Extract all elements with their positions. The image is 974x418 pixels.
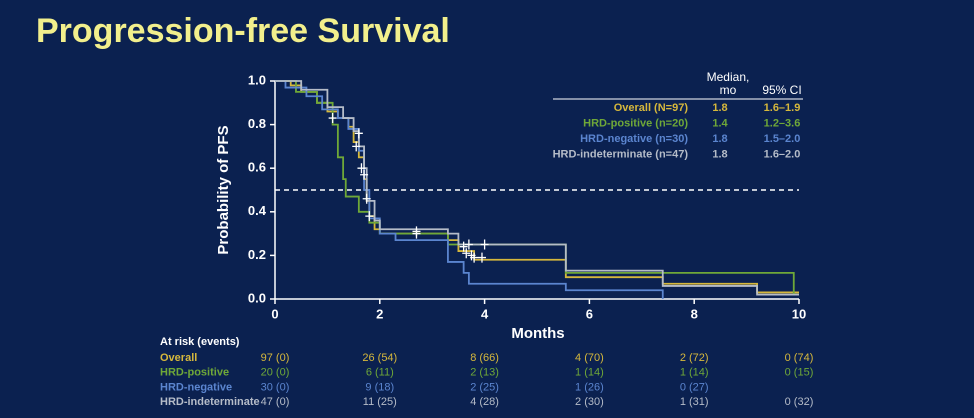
- survival-curve: [275, 80, 799, 296]
- risk-value: 4 (28): [470, 396, 499, 408]
- legend-ci: 1.5–2.0: [764, 133, 801, 145]
- censor-mark: [357, 163, 366, 174]
- risk-value: 2 (13): [470, 367, 499, 379]
- censor-mark: [470, 252, 479, 263]
- risk-value: 0 (15): [785, 367, 814, 379]
- censor-mark: [412, 228, 421, 239]
- x-tick-label: 10: [792, 306, 806, 321]
- risk-row-name: HRD-positive: [160, 367, 229, 379]
- censor-mark: [362, 193, 371, 204]
- risk-value: 1 (14): [575, 367, 604, 379]
- y-tick-label: 0.0: [248, 290, 266, 305]
- censor-mark: [462, 248, 471, 259]
- risk-value: 2 (25): [470, 381, 499, 393]
- y-tick-label: 0.2: [248, 247, 266, 262]
- legend-header: 95% CI: [762, 83, 802, 97]
- censor-mark: [365, 211, 374, 222]
- risk-value: 1 (26): [575, 381, 604, 393]
- risk-value: 47 (0): [261, 396, 290, 408]
- legend-median: 1.8: [712, 148, 727, 160]
- chart-title: Progression-free Survival: [36, 12, 450, 50]
- x-tick-label: 2: [376, 306, 383, 321]
- risk-value: 1 (14): [680, 367, 709, 379]
- censor-mark: [360, 169, 369, 180]
- y-axis-label: Probability of PFS: [215, 125, 232, 254]
- risk-value: 2 (30): [575, 396, 604, 408]
- y-tick-label: 0.8: [248, 116, 266, 131]
- legend-median: 1.4: [712, 117, 728, 129]
- censor-mark: [464, 239, 473, 250]
- risk-value: 8 (66): [470, 352, 499, 364]
- x-tick-label: 4: [481, 306, 489, 321]
- risk-value: 9 (18): [365, 381, 394, 393]
- risk-value: 11 (25): [363, 396, 397, 408]
- censor-mark: [480, 239, 489, 250]
- censor-mark: [352, 141, 361, 152]
- x-tick-label: 8: [691, 306, 698, 321]
- survival-curve: [275, 80, 664, 299]
- risk-row-name: HRD-indeterminate: [160, 396, 260, 408]
- risk-value: 0 (32): [785, 396, 814, 408]
- risk-value: 97 (0): [261, 352, 290, 364]
- risk-value: 20 (0): [261, 367, 290, 379]
- legend-label: Overall (N=97): [614, 102, 689, 114]
- legend-ci: 1.6–2.0: [764, 148, 801, 160]
- legend-ci: 1.2–3.6: [764, 117, 801, 129]
- risk-value: 0 (74): [785, 352, 814, 364]
- y-tick-label: 0.6: [248, 160, 266, 175]
- risk-row-name: Overall: [160, 352, 197, 364]
- x-tick-label: 6: [586, 306, 593, 321]
- x-axis-label: Months: [511, 325, 564, 342]
- legend-label: HRD-negative (n=30): [580, 133, 688, 145]
- legend-median: 1.8: [712, 133, 727, 145]
- x-tick-label: 0: [271, 306, 278, 321]
- legend-label: HRD-positive (n=20): [583, 117, 688, 129]
- risk-value: 0 (27): [680, 381, 709, 393]
- censor-mark: [328, 113, 337, 124]
- risk-value: 30 (0): [261, 381, 290, 393]
- risk-value: 1 (31): [680, 396, 709, 408]
- risk-value: 4 (70): [575, 352, 604, 364]
- censor-mark: [459, 241, 468, 252]
- y-tick-label: 1.0: [248, 72, 266, 87]
- legend-label: HRD-indeterminate (n=47): [553, 148, 689, 160]
- legend-ci: 1.6–1.9: [764, 102, 801, 114]
- risk-value: 26 (54): [362, 352, 397, 364]
- censor-mark: [477, 252, 486, 263]
- risk-title: At risk (events): [160, 336, 240, 348]
- risk-value: 2 (72): [680, 352, 709, 364]
- risk-value: 6 (11): [366, 367, 394, 379]
- legend-header: Median, mo: [706, 70, 750, 97]
- y-tick-label: 0.4: [248, 203, 267, 218]
- legend-median: 1.8: [712, 102, 727, 114]
- risk-row-name: HRD-negative: [160, 381, 232, 393]
- censor-mark: [354, 128, 363, 139]
